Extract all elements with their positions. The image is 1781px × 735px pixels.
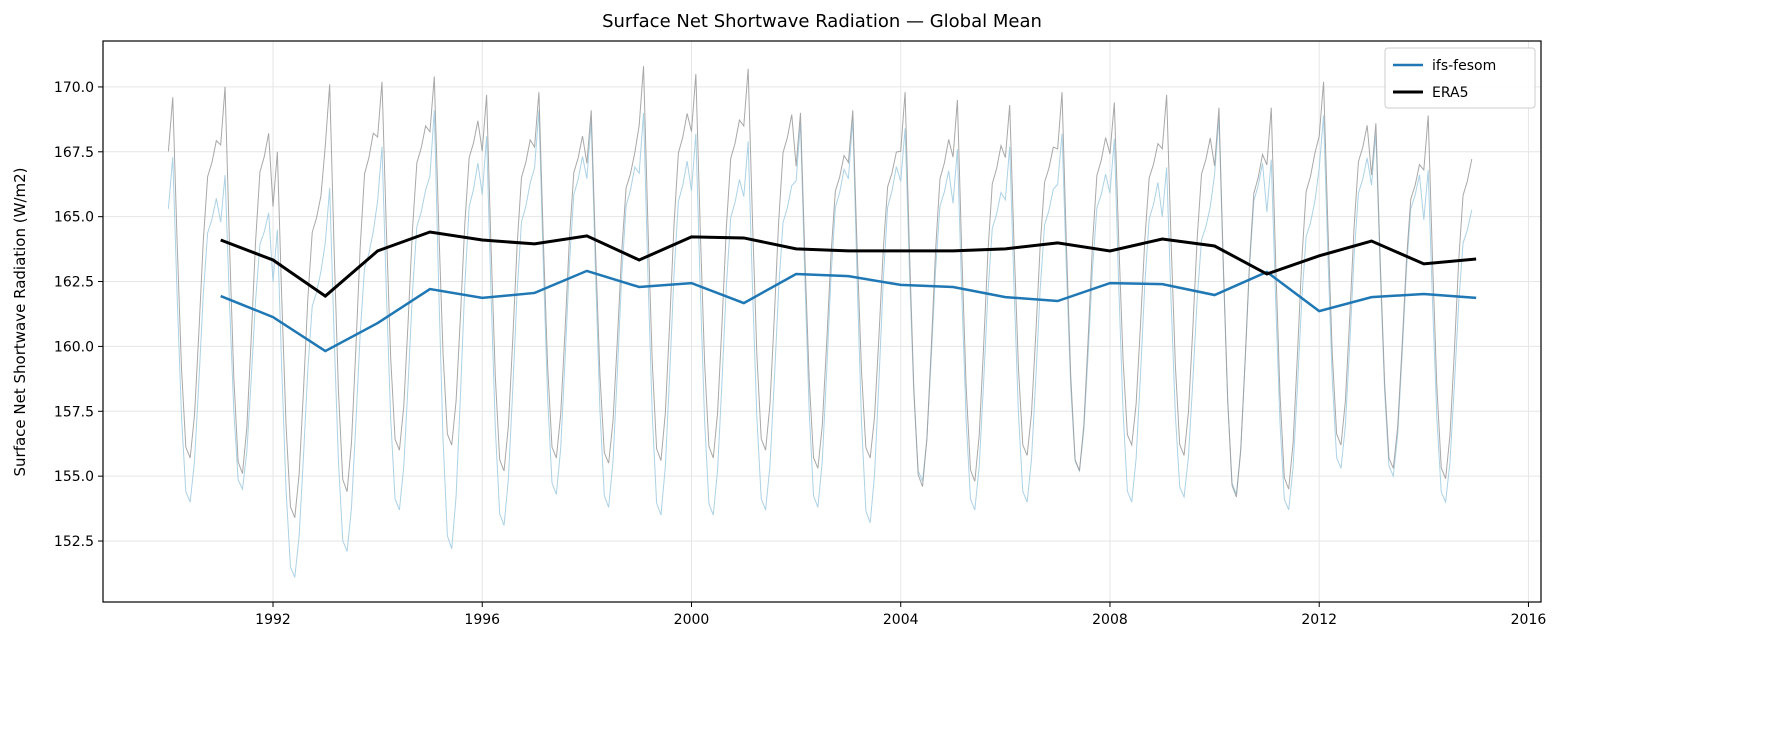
plot-frame xyxy=(102,40,1542,603)
y-tick-label: 155.0 xyxy=(54,469,94,485)
x-axis: 1992 1996 2000 2004 2008 2012 2016 xyxy=(255,602,1546,628)
monthly-line-era5 xyxy=(167,66,1473,518)
y-axis-label: Surface Net Shortwave Radiation (W/m2) xyxy=(11,167,29,476)
y-tick-label: 165.0 xyxy=(54,210,94,226)
monthly-line-ifs-fesom xyxy=(167,110,1473,578)
monthly-lines xyxy=(167,66,1473,578)
x-tick-label: 2016 xyxy=(1511,612,1547,628)
x-tick-label: 2008 xyxy=(1092,612,1128,628)
y-tick-label: 170.0 xyxy=(54,80,94,96)
x-tick-label: 2004 xyxy=(883,612,919,628)
y-tick-label: 160.0 xyxy=(54,339,94,355)
annual-lines xyxy=(220,230,1477,353)
y-tick-label: 157.5 xyxy=(54,404,94,420)
y-tick-label: 162.5 xyxy=(54,275,94,291)
annual-line-ifs-fesom xyxy=(220,269,1477,353)
legend-label-ifs-fesom: ifs-fesom xyxy=(1432,58,1496,74)
legend-label-era5: ERA5 xyxy=(1432,85,1469,101)
y-tick-label: 167.5 xyxy=(54,145,94,161)
y-axis: 152.5 155.0 157.5 160.0 162.5 165.0 167.5 170.0 xyxy=(54,80,103,550)
annual-line-era5 xyxy=(220,230,1477,298)
x-tick-label: 1992 xyxy=(255,612,291,628)
x-tick-label: 2000 xyxy=(674,612,710,628)
x-tick-label: 2012 xyxy=(1301,612,1337,628)
legend: ifs-fesom ERA5 xyxy=(1384,47,1536,109)
y-tick-label: 152.5 xyxy=(54,534,94,550)
chart-title: Surface Net Shortwave Radiation — Global… xyxy=(602,11,1042,32)
x-tick-label: 1996 xyxy=(464,612,500,628)
